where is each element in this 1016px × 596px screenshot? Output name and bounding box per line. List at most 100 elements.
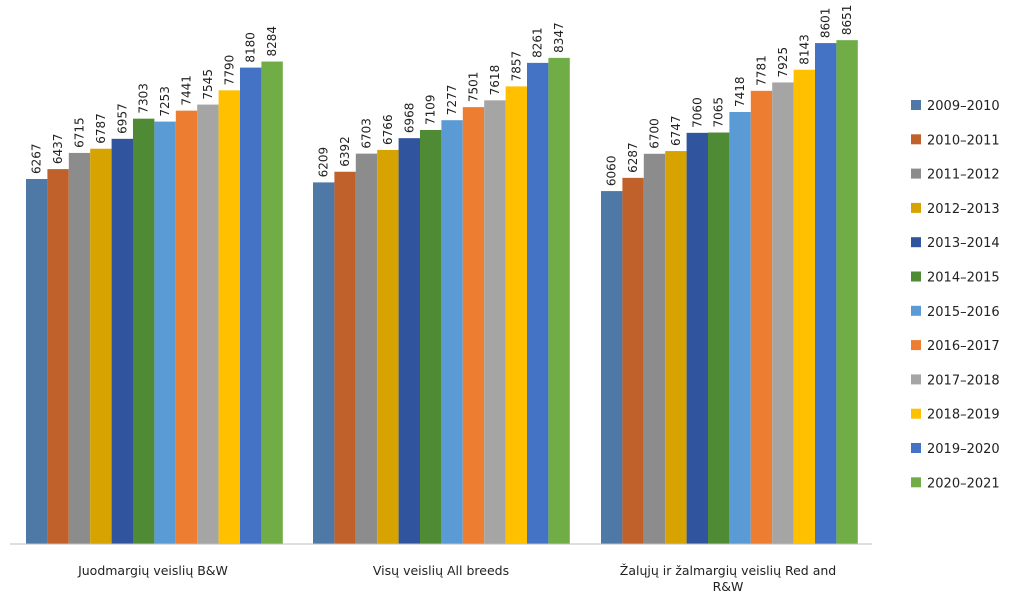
data-label: 6060 [605,156,619,187]
data-label: 6787 [94,113,108,144]
value-labels-layer: 6267 6209 6060 6437 6392 6287 6715 6703 6700 6787… [30,5,854,186]
data-label: 6968 [402,103,416,134]
legend-label: 2009–2010 [927,99,1000,114]
bar-2020–2021-cat2 [548,57,570,545]
data-label: 7253 [158,86,172,117]
bar-2017–2018-cat1 [197,104,219,544]
data-label: 8651 [840,5,854,36]
bar-2011–2012-cat1 [68,152,91,545]
category-labels-layer: Juodmargių veislių B&W Visų veislių All b… [77,563,836,594]
bar-2017–2018-cat3 [772,82,794,544]
bar-2018–2019-cat2 [505,86,527,544]
data-label: 6267 [30,143,44,174]
data-label: 7109 [424,94,438,125]
data-label: 7303 [137,83,151,114]
bar-2016–2017-cat2 [462,107,485,544]
bar-2015–2016-cat1 [154,121,176,544]
bar-2013–2014-cat2 [398,138,420,544]
legend-label: 2015–2016 [927,305,1000,320]
data-label: 7060 [690,97,704,128]
legend-swatch [911,443,921,453]
legend-swatch [911,305,921,316]
bar-2009–2010-cat2 [313,182,335,544]
bar-2020–2021-cat3 [836,40,858,545]
data-label: 6747 [669,116,683,147]
bar-2015–2016-cat2 [441,120,463,544]
bar-2009–2010-cat1 [26,179,48,544]
bar-2011–2012-cat2 [355,153,378,544]
data-label: 6287 [626,142,640,173]
legend-swatch [911,271,921,282]
category-label: Juodmargių veislių B&W [77,563,228,578]
bar-2019–2020-cat3 [815,43,837,544]
bar-2012–2013-cat2 [377,149,399,544]
legend-label: 2011–2012 [927,168,1000,183]
bar-2013–2014-cat1 [111,138,133,544]
category-label: Žalųjų ir žalmargių veislių Red and [620,563,836,578]
bar-2015–2016-cat3 [729,111,751,544]
bar-2012–2013-cat1 [90,148,112,545]
bar-2010–2011-cat3 [622,177,644,544]
data-label: 7418 [733,76,747,107]
data-label: 8284 [265,26,279,57]
data-label: 8261 [531,27,545,58]
data-label: 6957 [115,103,129,134]
legend-swatch [911,237,921,248]
bar-2018–2019-cat3 [793,69,815,544]
data-label: 6700 [648,118,662,149]
data-label: 6392 [338,136,352,167]
bar-2010–2011-cat1 [47,169,69,545]
bar-2011–2012-cat3 [643,153,666,545]
bar-2019–2020-cat1 [240,67,262,544]
bar-2017–2018-cat2 [484,100,506,544]
data-label: 7857 [509,51,523,82]
data-label: 8180 [244,32,258,63]
data-label: 7781 [755,55,769,86]
legend-swatch [911,408,921,419]
data-label: 6437 [51,134,65,165]
data-label: 6703 [360,118,374,149]
legend-label: 2014–2015 [927,271,1000,286]
category-label: R&W [713,579,744,594]
legend-swatch [911,168,921,179]
data-label: 7441 [180,75,194,106]
legend-label: 2016–2017 [927,339,1000,354]
data-label: 8601 [819,8,833,39]
bar-2020–2021-cat1 [261,61,283,544]
bar-2013–2014-cat3 [686,132,708,544]
legend-label: 2012–2013 [927,202,1000,217]
data-label: 7545 [201,69,215,100]
data-label: 6209 [317,147,331,178]
data-label: 8347 [552,22,566,53]
legend-label: 2020–2021 [927,476,1000,491]
legend-swatch [911,340,921,351]
legend-label: 2013–2014 [927,236,1000,251]
bar-2016–2017-cat1 [175,110,198,544]
data-label: 7501 [467,72,481,103]
data-label: 7277 [445,85,459,116]
bar-2014–2015-cat3 [708,132,730,544]
legend-swatch [911,100,921,110]
legend-swatch [911,477,921,488]
legend: 2009–2010 2010–2011 2011–2012 2012–2013 2013… [911,99,1000,491]
data-label: 6715 [73,117,87,148]
data-label: 7065 [712,97,726,128]
data-label: 7790 [222,55,236,86]
data-label: 7925 [776,47,790,78]
bar-2010–2011-cat2 [334,171,356,545]
legend-swatch [911,374,921,385]
bar-2016–2017-cat3 [750,90,773,544]
bar-2014–2015-cat1 [133,118,155,545]
bar-2014–2015-cat2 [420,129,442,544]
bar-2018–2019-cat1 [218,90,240,544]
legend-label: 2019–2020 [927,442,1000,457]
bars-layer [26,40,858,545]
legend-label: 2010–2011 [927,133,1000,148]
legend-swatch [911,202,921,213]
legend-swatch [911,134,921,145]
data-label: 6766 [381,114,395,145]
category-label: Visų veislių All breeds [373,563,509,578]
data-label: 8143 [797,34,811,65]
legend-label: 2018–2019 [927,408,1000,423]
